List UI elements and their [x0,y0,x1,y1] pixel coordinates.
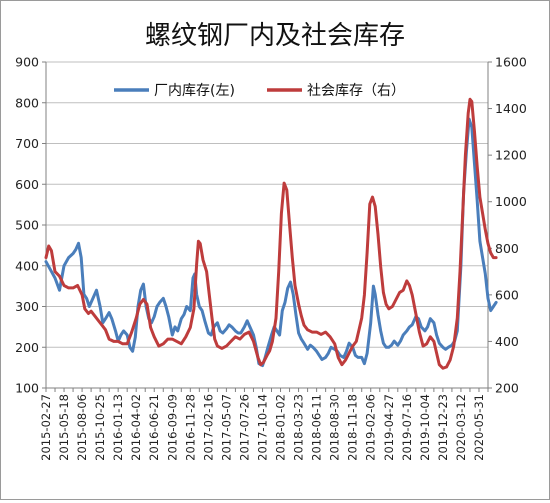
right-tick-label: 600 [495,287,519,302]
left-tick-label: 100 [15,381,39,396]
x-tick-label: 2016-09-09 [165,394,179,461]
x-tick-label: 2020-05-31 [472,394,486,461]
x-tick-label: 2019-04-27 [382,394,396,461]
series-line-1 [44,117,498,368]
right-tick-label: 200 [495,381,519,396]
x-tick-label: 2017-07-26 [237,394,251,461]
x-tick-label: 2018-08-30 [328,394,342,461]
left-tick-label: 200 [15,340,39,355]
legend-label-series-2: 社会库存（右） [307,83,405,99]
x-tick-label: 2019-02-06 [364,394,378,461]
x-tick-label: 2018-06-11 [310,394,324,461]
x-tick-label: 2019-12-23 [436,394,450,461]
x-tick-label: 2019-10-04 [418,394,432,461]
series-layer [44,97,498,370]
x-tick-label: 2019-07-16 [400,394,414,461]
series-line-2 [44,97,498,370]
x-tick-label: 2016-04-02 [129,394,143,461]
left-tick-label: 400 [15,258,39,273]
x-tick-label: 2015-02-27 [39,394,53,461]
x-tick-label: 2018-01-02 [274,394,288,461]
legend: 厂内库存(左) 社会库存（右） [114,83,405,99]
x-tick-label: 2017-05-07 [219,394,233,461]
gridlines [46,61,488,389]
x-tick-label: 2017-02-16 [201,394,215,461]
right-tick-label: 1600 [495,55,527,70]
left-tick-label: 500 [15,218,39,233]
right-tick-label: 1400 [495,101,527,116]
left-axis-ticks: 100 200 300 400 500 600 700 800 900 [15,55,46,396]
chart-title: 螺纹钢厂内及社会库存 [145,21,405,51]
x-tick-label: 2016-06-21 [147,394,161,461]
x-tick-label: 2016-11-28 [183,394,197,461]
x-tick-label: 2015-10-25 [93,394,107,461]
x-axis-ticks: 2015-02-27 2015-05-18 2015-08-06 2015-10-25… [39,388,489,461]
right-tick-label: 400 [495,334,519,349]
x-tick-label: 2017-10-14 [255,394,269,461]
left-tick-label: 300 [15,299,39,314]
left-tick-label: 800 [15,95,39,110]
left-tick-label: 900 [15,55,39,70]
left-tick-label: 600 [15,177,39,192]
right-tick-label: 1200 [495,148,527,163]
x-tick-label: 2016-01-13 [111,394,125,461]
right-tick-label: 800 [495,241,519,256]
legend-label-series-1: 厂内库存(左) [154,83,235,99]
x-tick-label: 2018-11-18 [346,394,360,461]
right-axis-ticks: 200 400 600 800 1000 1200 1400 1600 [488,55,527,396]
x-tick-label: 2018-03-23 [292,394,306,461]
left-tick-label: 700 [15,136,39,151]
x-tick-label: 2020-03-12 [454,394,468,461]
right-tick-label: 1000 [495,194,527,209]
x-tick-label: 2015-05-18 [57,394,71,461]
x-tick-label: 2015-08-06 [75,394,89,461]
